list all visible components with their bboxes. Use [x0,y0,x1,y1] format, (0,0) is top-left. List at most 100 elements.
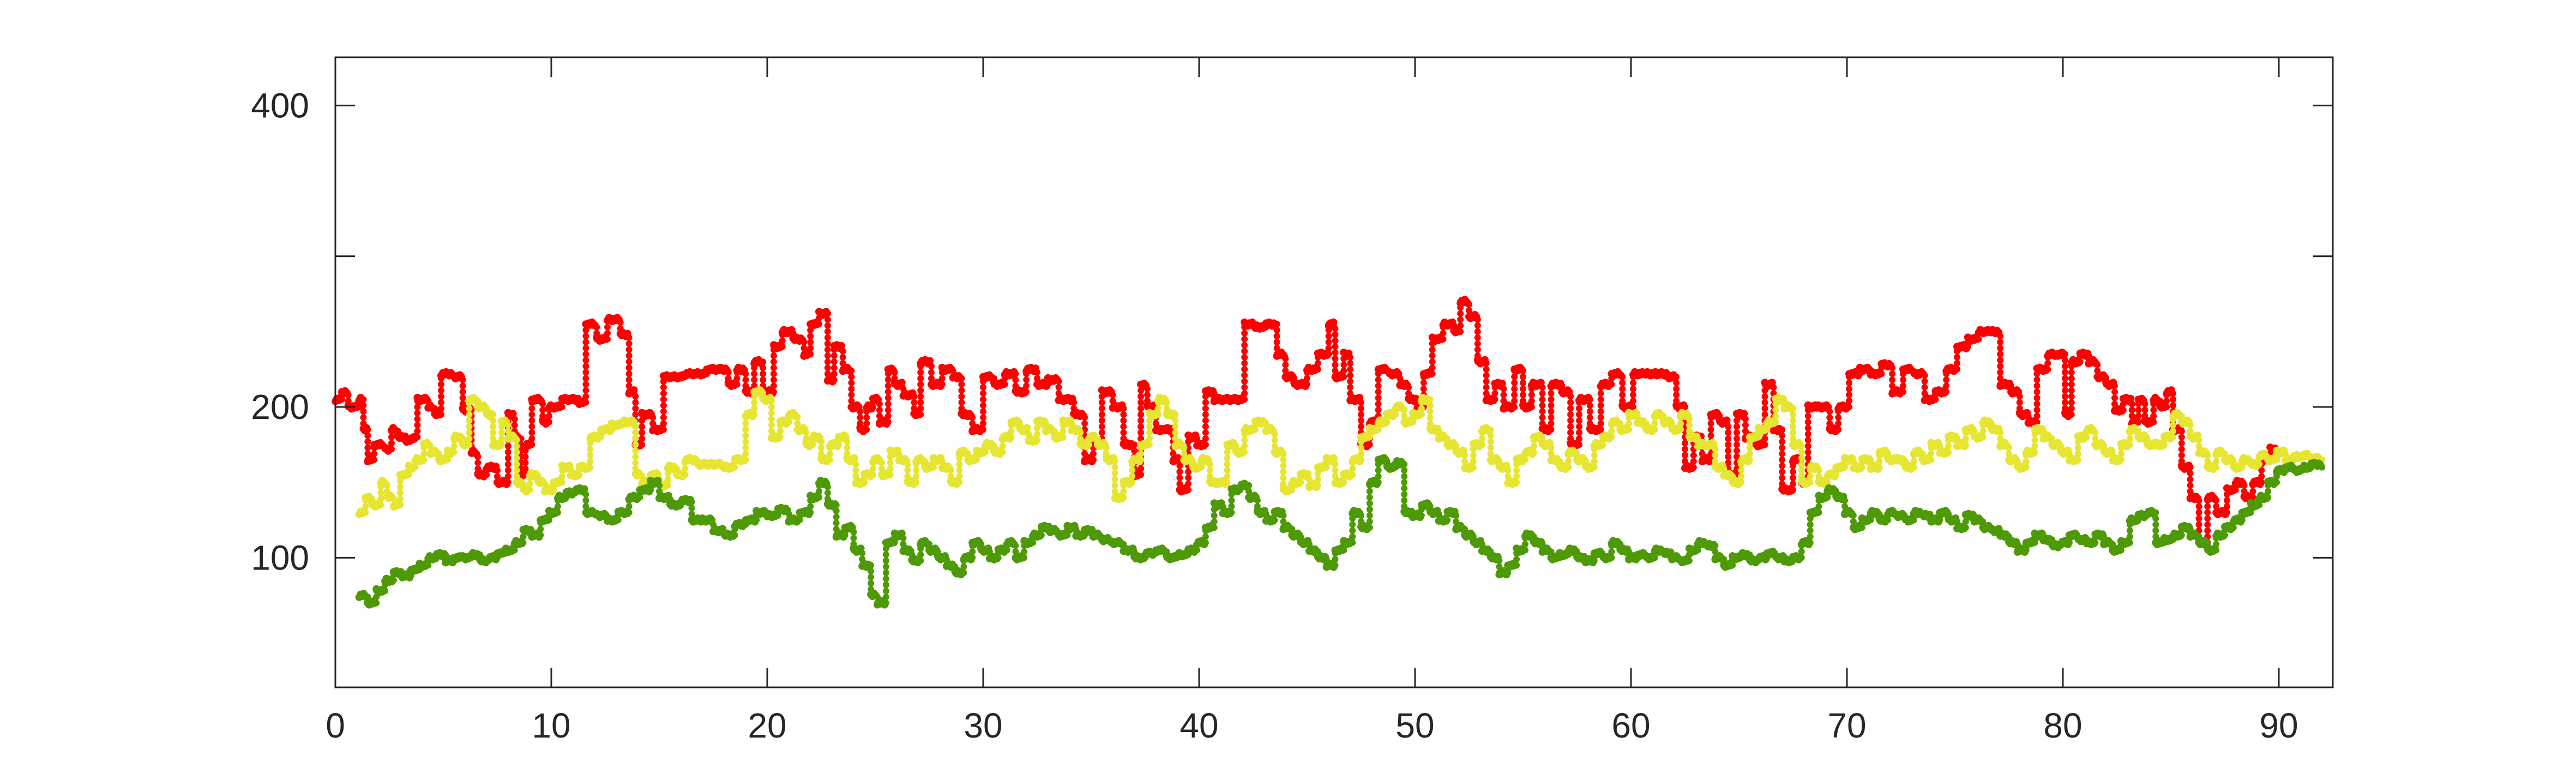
series-0-point [1332,355,1339,362]
series-1-point [742,450,749,457]
series-0-point [1576,411,1582,418]
series-1-point [1626,426,1632,433]
series-0-point [504,473,511,480]
series-0-point [884,394,892,402]
series-0-point [1340,361,1347,368]
series-0-point [582,339,589,346]
series-0-point [1001,381,1008,388]
series-0-point [1202,411,1209,418]
series-2-point [882,551,889,558]
series-0-point [660,426,667,433]
series-0-point [1539,408,1546,415]
series-0-point [649,414,657,421]
series-2-point [582,491,589,498]
series-0-point [824,310,831,317]
series-1-point [2170,428,2176,435]
series-0-point [1202,417,1209,424]
series-0-point [630,386,638,394]
series-0-point [1347,353,1354,361]
series-1-point [632,459,639,466]
series-1-point [2213,458,2220,465]
series-0-point [1241,396,1248,403]
series-0-point [1548,420,1555,427]
series-1-point [1241,436,1248,444]
series-2-point [882,557,889,564]
series-0-point [928,363,935,370]
series-0-point [1846,398,1852,404]
series-2-point [882,563,889,570]
series-1-point [1565,464,1572,471]
series-1-point [2170,434,2176,441]
series-0-point [1358,423,1364,430]
series-0-point [1725,423,1732,430]
series-0-point [1548,426,1555,433]
series-1-point [1297,479,1304,486]
series-0-point [1734,429,1740,436]
series-0-point [474,453,482,460]
series-0-point [1779,426,1786,433]
series-1-point [1738,467,1744,474]
series-0-point [522,459,529,466]
series-0-point [1429,358,1436,365]
series-1-point [1772,406,1779,414]
series-1-point [1712,452,1719,459]
series-1-point [682,465,689,472]
series-0-point [1567,429,1574,436]
series-1-point [2170,422,2176,429]
series-0-point [1491,396,1498,403]
series-2-point [537,525,544,532]
series-0-point [2170,402,2176,409]
series-1-point [1383,418,1391,426]
series-0-point [958,381,965,388]
series-2-point [882,594,889,601]
series-0-point [2077,358,2084,365]
series-1-point [1154,405,1161,412]
series-0-point [1511,398,1518,404]
series-0-point [1997,333,2004,340]
series-0-point [1804,455,1811,462]
series-0-point [1539,414,1546,421]
series-0-point [1474,340,1481,347]
series-1-point [444,456,451,463]
series-1-point [844,444,851,451]
series-1-point [405,471,412,478]
series-0-point [1241,347,1248,355]
series-0-point [1528,398,1535,404]
series-0-point [1682,452,1688,459]
series-1-point [1206,467,1213,474]
series-1-point [1548,444,1555,451]
series-0-point [1528,391,1535,398]
series-1-point [498,429,505,436]
series-1-point [1746,456,1753,463]
series-0-point [1340,367,1347,374]
series-0-point [639,429,646,436]
series-0-point [830,352,838,359]
series-0-point [1137,411,1145,418]
series-0-point [364,432,371,439]
series-0-point [511,422,518,429]
series-0-point [1340,373,1347,380]
series-1-point [504,422,511,429]
series-0-point [1804,412,1811,420]
series-0-point [438,399,444,406]
series-0-point [1725,429,1732,436]
series-1-point [587,452,594,459]
series-0-point [625,334,633,341]
series-0-point [830,364,838,371]
series-0-point [1144,385,1151,392]
series-0-point [1023,382,1030,390]
series-0-point [770,352,777,359]
series-0-point [1241,378,1248,385]
series-1-point [558,473,565,480]
series-1-point [558,479,565,486]
series-1-point [1008,428,1015,435]
series-0-point [438,393,444,400]
series-0-point [830,370,838,377]
series-0-point [1405,384,1412,391]
series-0-point [2195,515,2202,522]
series-0-point [938,375,946,382]
series-0-point [2232,487,2239,493]
series-0-point [1576,423,1582,430]
series-1-point [1470,464,1477,471]
series-1-point [794,414,801,421]
